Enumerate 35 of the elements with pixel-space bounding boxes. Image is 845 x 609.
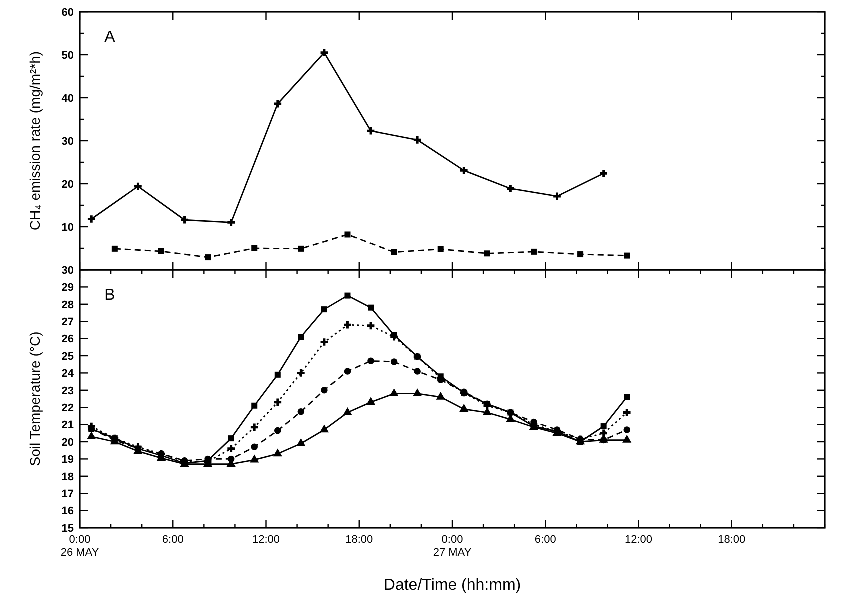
y-tick-label: 30 bbox=[62, 136, 74, 148]
y-tick-label: 29 bbox=[62, 282, 74, 294]
y-tick-label: 16 bbox=[62, 506, 74, 518]
y-tick-label: 20 bbox=[62, 178, 74, 191]
y-tick-label: 21 bbox=[62, 420, 74, 432]
x-tick-label: 6:00 bbox=[162, 534, 184, 546]
x-tick-label: 18:00 bbox=[346, 534, 374, 546]
x-axis-title: Date/Time (hh:mm) bbox=[384, 577, 522, 594]
y-tick-label: 19 bbox=[62, 454, 74, 466]
x-tick-label: 6:00 bbox=[534, 534, 556, 546]
y-axis-title: CH₄ emission rate (mg/m²*h) bbox=[27, 51, 43, 231]
y-tick-label: 28 bbox=[62, 299, 74, 312]
y-tick-label: 30 bbox=[62, 264, 74, 277]
y-tick-label: 26 bbox=[62, 334, 74, 346]
y-tick-label: 27 bbox=[62, 316, 74, 328]
y-tick-label: 40 bbox=[62, 92, 74, 105]
annotation: B bbox=[104, 287, 116, 304]
annotation: A bbox=[104, 29, 116, 46]
y-tick-label: 10 bbox=[62, 222, 74, 234]
y-tick-label: 15 bbox=[62, 522, 74, 535]
y-tick-label: 20 bbox=[62, 436, 74, 449]
x-tick-label: 18:00 bbox=[718, 534, 746, 546]
y-axis-title: Soil Temperature (°C) bbox=[27, 332, 43, 466]
y-tick-label: 50 bbox=[62, 50, 74, 62]
y-tick-label: 24 bbox=[62, 368, 75, 380]
x-tick-label: 12:00 bbox=[624, 534, 653, 546]
y-tick-label: 60 bbox=[62, 6, 74, 19]
x-tick-label: 0:00 27 MAY bbox=[433, 534, 472, 559]
y-tick-label: 18 bbox=[62, 471, 74, 484]
x-tick-label: 0:00 26 MAY bbox=[60, 534, 100, 559]
y-tick-label: 23 bbox=[62, 385, 74, 398]
y-tick-label: 17 bbox=[62, 488, 74, 500]
y-tick-label: 25 bbox=[62, 350, 74, 363]
x-tick-label: 12:00 bbox=[252, 534, 280, 546]
y-tick-label: 22 bbox=[62, 402, 74, 414]
